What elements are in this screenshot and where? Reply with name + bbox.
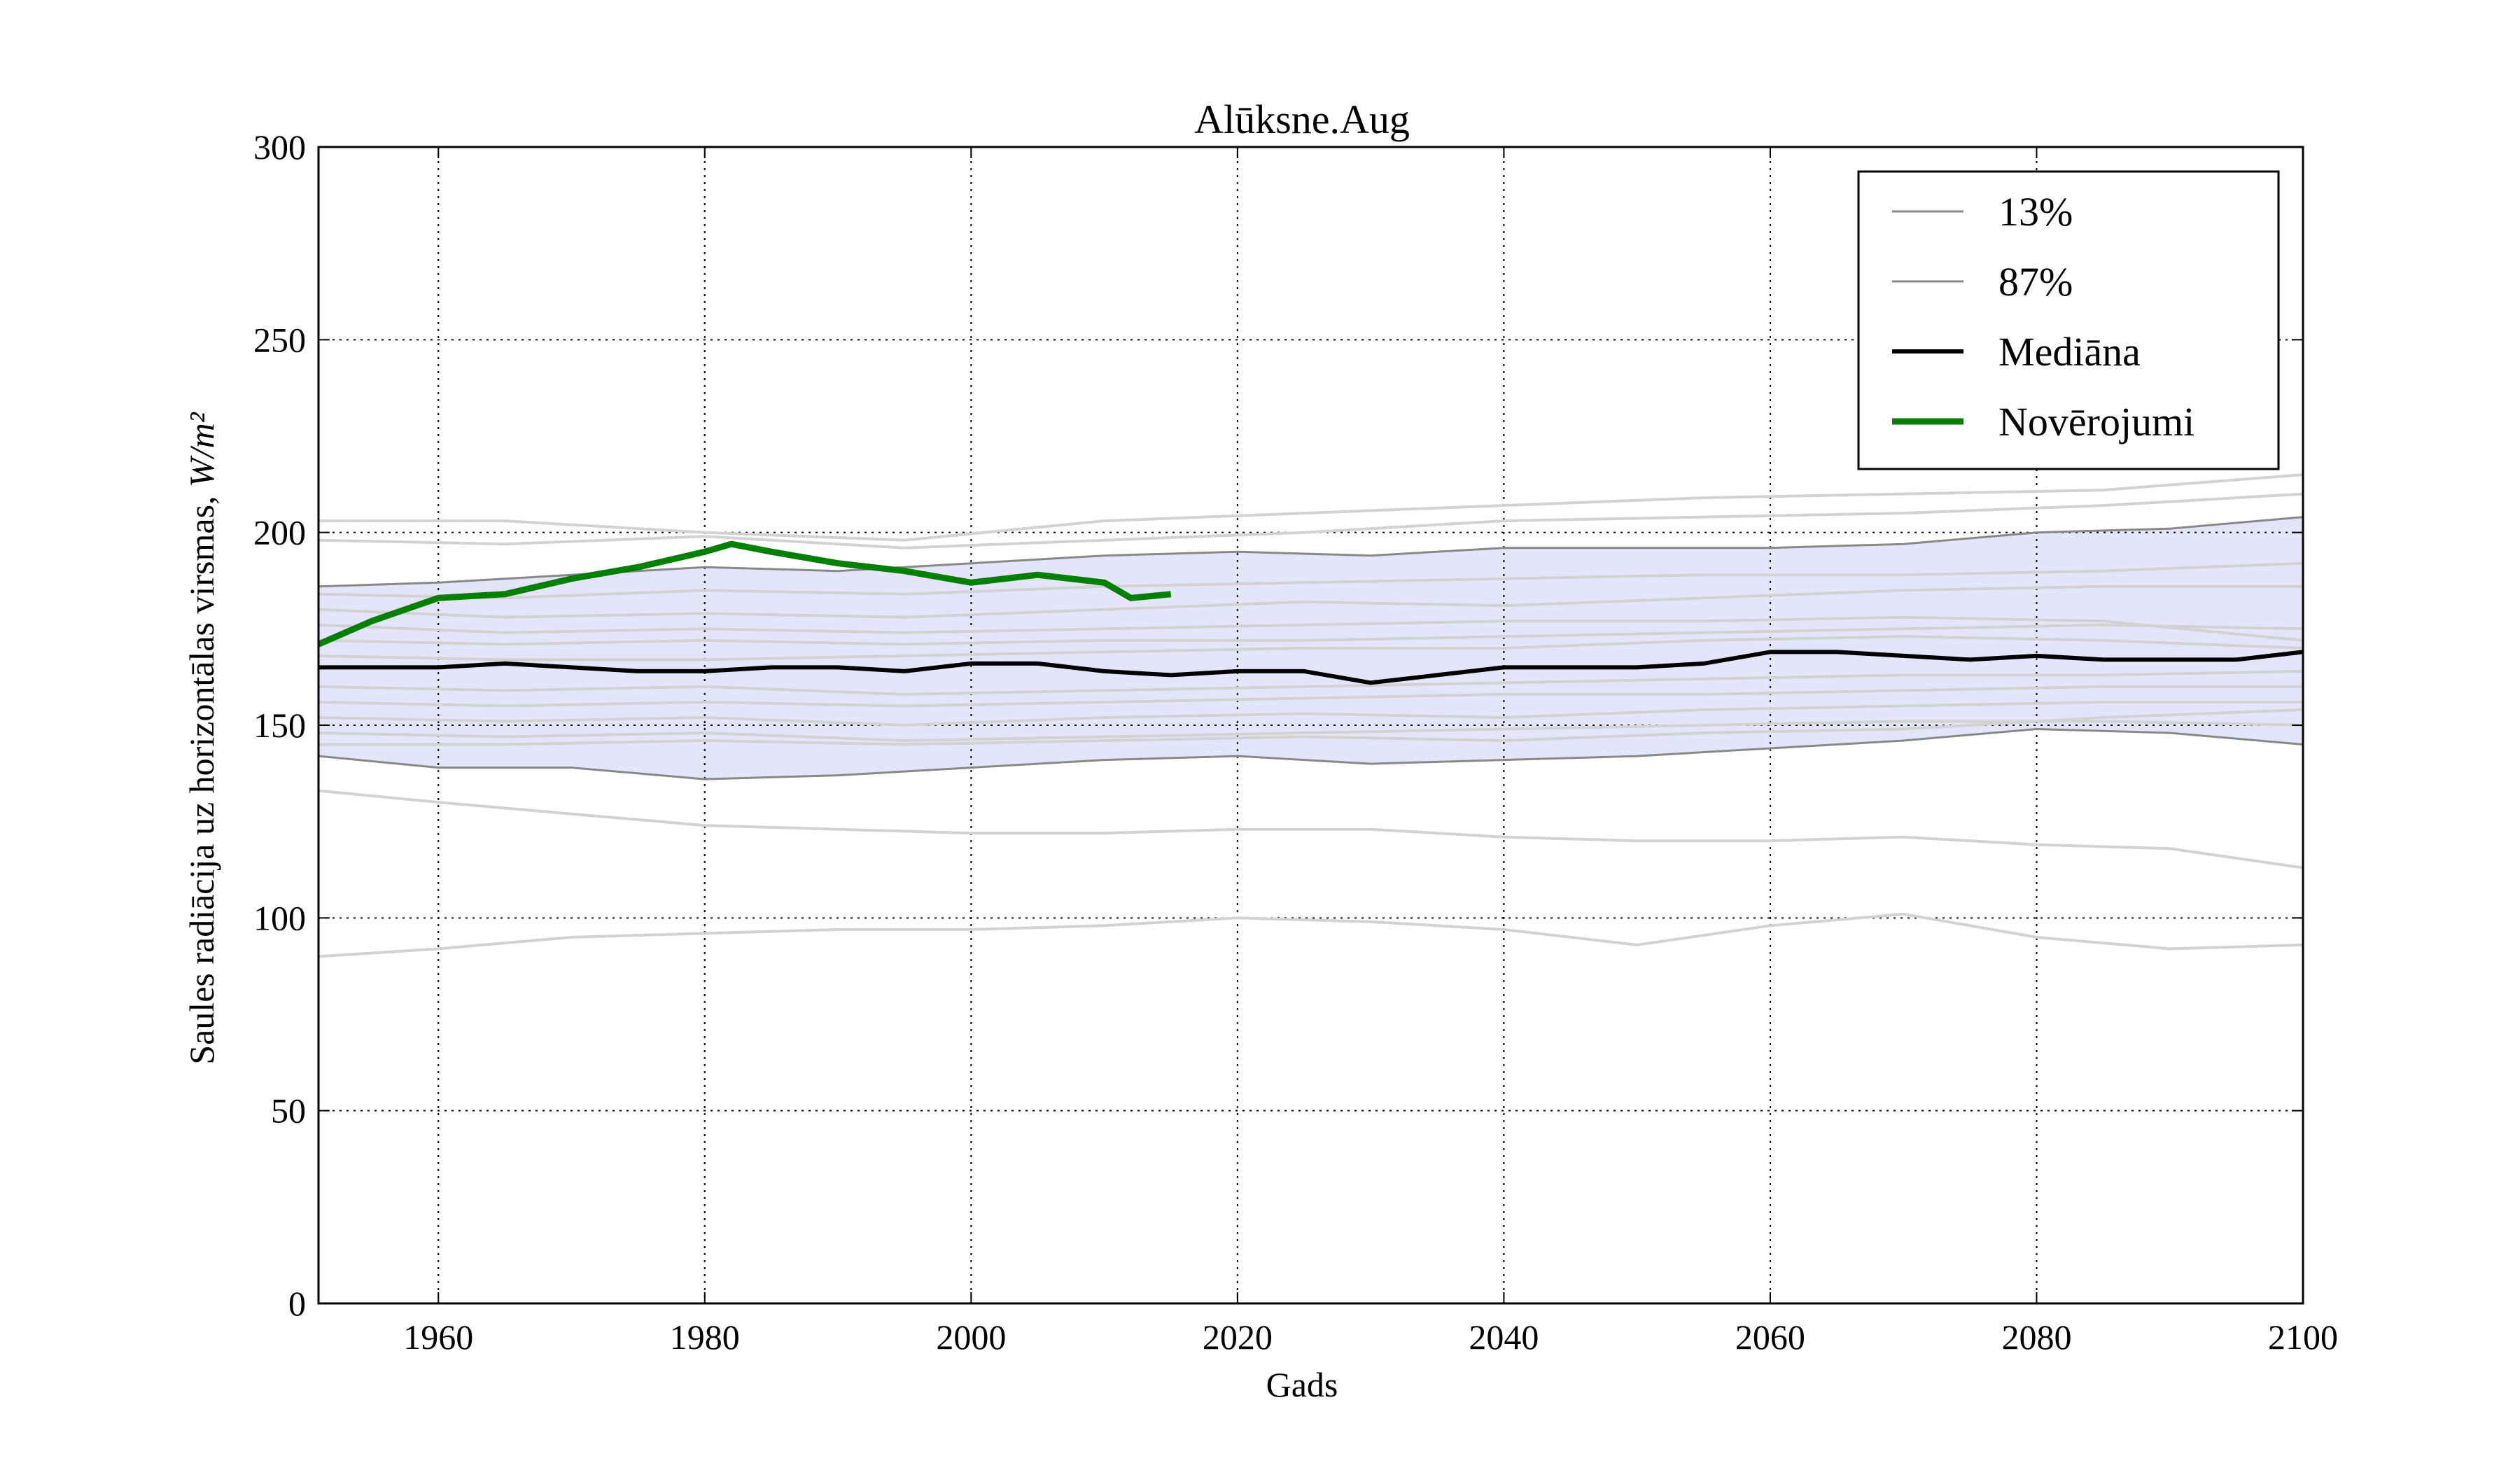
ensemble-member-line: [318, 708, 2304, 746]
axis-ticks-layer: 1960 1980 2000 2020 2040 2060 2080 2100 0 50 100 15…: [253, 127, 2338, 1357]
legend: 13% 87% Mediāna Novērojumi: [1857, 170, 2280, 470]
x-tick-label: 2060: [1735, 1317, 1805, 1357]
ensemble-member-line: [318, 701, 2303, 727]
y-tick-label: 0: [288, 1284, 306, 1323]
y-tick-label: 250: [253, 320, 306, 359]
x-tick-label: 2020: [1203, 1317, 1273, 1357]
y-axis-label-unit: W/m²: [182, 412, 221, 487]
x-tick-label: 1980: [670, 1317, 740, 1357]
ensemble-member-line: [318, 789, 2304, 869]
legend-label: Mediāna: [1998, 329, 2141, 374]
series-lines-layer: [317, 516, 2304, 780]
y-tick-label: 100: [253, 898, 306, 937]
y-tick-label: 300: [253, 127, 306, 167]
series-line: [318, 650, 2304, 685]
ensemble-member-line: [318, 584, 2303, 619]
ensemble-member-line: [318, 473, 2304, 542]
series-line: [318, 516, 2304, 588]
ensemble-member-line: [318, 635, 2304, 662]
x-tick-label: 2100: [2268, 1317, 2338, 1357]
ensemble-member-line: [318, 669, 2304, 696]
ensemble-lines-layer: [318, 473, 2304, 958]
series-line: [317, 540, 1172, 648]
y-axis-label: Saules radiācija uz horizontālas virsmas…: [182, 412, 221, 1064]
ensemble-member-line: [318, 912, 2304, 958]
legend-label: 13%: [1998, 189, 2073, 234]
ensemble-member-line: [318, 492, 2304, 550]
chart-title: Alūksne.Aug: [1194, 97, 1410, 142]
y-tick-label: 150: [253, 706, 306, 745]
ensemble-member-line: [318, 615, 2304, 642]
ensemble-member-line: [318, 685, 2303, 708]
y-tick-label: 200: [253, 513, 306, 552]
series-line: [318, 728, 2304, 780]
ensemble-member-line: [318, 623, 2304, 646]
legend-label: 87%: [1998, 259, 2073, 304]
x-tick-label: 1960: [403, 1317, 473, 1357]
x-tick-label: 2000: [936, 1317, 1006, 1357]
ensemble-member-line: [318, 561, 2304, 600]
y-axis-label-text: Saules radiācija uz horizontālas virsmas…: [182, 487, 221, 1065]
x-tick-label: 2080: [2001, 1317, 2071, 1357]
y-tick-label: 50: [271, 1091, 306, 1130]
x-axis-label: Gads: [1266, 1365, 1338, 1404]
ensemble-member-line: [318, 720, 2304, 742]
legend-label: Novērojumi: [1998, 399, 2194, 444]
x-tick-label: 2040: [1469, 1317, 1539, 1357]
